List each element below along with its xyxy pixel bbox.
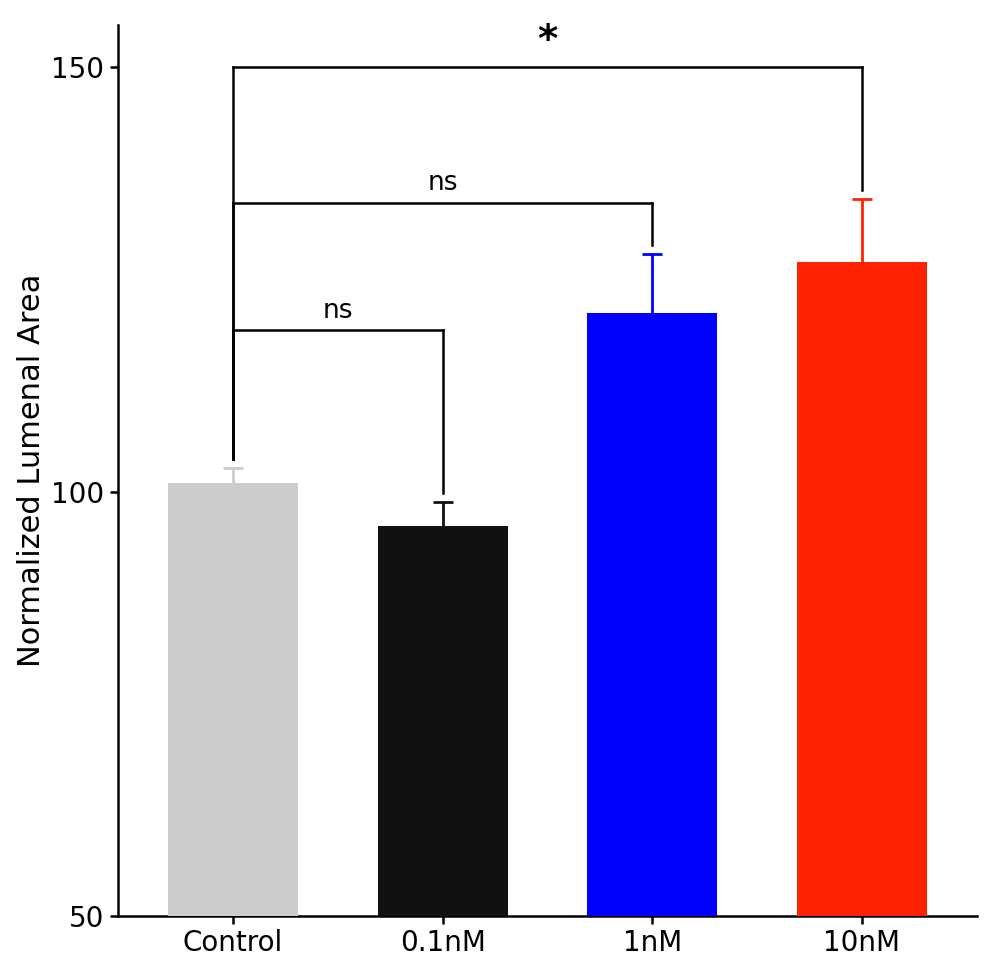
Bar: [168, 483, 298, 917]
Text: ns: ns: [322, 297, 353, 323]
Text: ns: ns: [427, 170, 458, 196]
Bar: [587, 314, 718, 917]
Text: *: *: [538, 22, 558, 60]
Bar: [797, 262, 927, 917]
Y-axis label: Normalized Lumenal Area: Normalized Lumenal Area: [17, 274, 46, 667]
Bar: [378, 526, 508, 917]
